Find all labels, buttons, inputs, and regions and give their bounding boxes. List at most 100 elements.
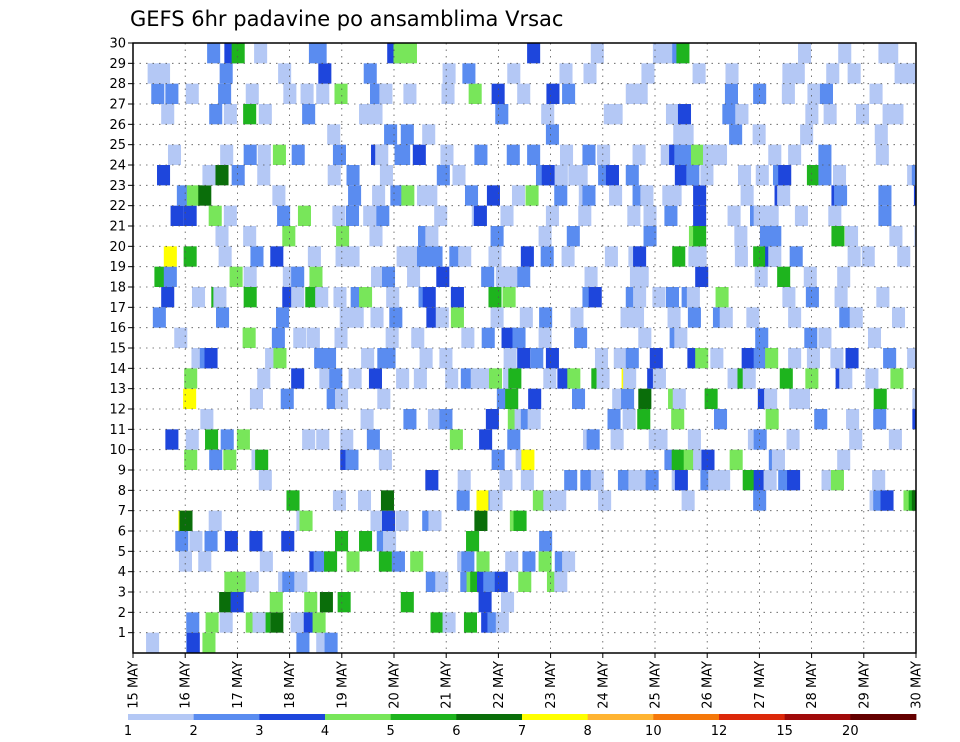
precip-cell xyxy=(428,510,442,531)
precip-cell xyxy=(693,226,707,247)
precip-cell xyxy=(889,226,903,247)
precip-cell xyxy=(725,63,739,84)
precip-cell xyxy=(215,226,229,247)
precip-cell xyxy=(359,104,373,125)
precip-cell xyxy=(327,165,341,186)
precip-cell xyxy=(249,531,263,552)
precip-cell xyxy=(464,185,479,206)
precip-cell xyxy=(545,124,559,145)
colorbar-swatch xyxy=(719,714,786,720)
chart-title: GEFS 6hr padavine po ansamblima Vrsac xyxy=(130,7,563,31)
precip-cell xyxy=(906,63,916,84)
precip-cell xyxy=(401,185,415,206)
precip-cell xyxy=(604,246,618,267)
precip-cell xyxy=(380,490,394,511)
precip-cell xyxy=(791,63,805,84)
precip-cell xyxy=(297,205,311,226)
precip-cell xyxy=(280,388,294,409)
precip-cell xyxy=(640,185,654,206)
precip-cell xyxy=(323,348,337,369)
colorbar-label: 8 xyxy=(584,724,592,739)
precip-cell xyxy=(800,124,814,145)
precip-cell xyxy=(174,327,188,348)
precip-cell xyxy=(370,307,384,328)
precip-cell xyxy=(554,571,568,592)
y-tick-label: 12 xyxy=(109,403,126,418)
precip-cell xyxy=(198,551,212,572)
precip-cell xyxy=(865,368,879,389)
x-tick-label: 28 MAY xyxy=(805,661,820,709)
precip-cell xyxy=(157,63,171,84)
precip-cell xyxy=(590,43,604,64)
precip-cell xyxy=(753,205,767,226)
precip-cell xyxy=(834,287,848,308)
y-tick-label: 16 xyxy=(109,321,126,336)
precip-cell xyxy=(396,246,410,267)
precip-cell xyxy=(371,266,385,287)
precip-cell xyxy=(397,144,411,165)
x-tick-label: 30 MAY xyxy=(910,661,925,709)
precip-cell xyxy=(807,83,821,104)
precip-cell xyxy=(512,327,526,348)
precip-cell xyxy=(541,165,555,186)
precip-cell xyxy=(259,551,273,572)
precip-cell xyxy=(826,63,840,84)
colorbar-swatch xyxy=(784,714,851,720)
precip-cell xyxy=(490,226,504,247)
x-tick-label: 23 MAY xyxy=(544,661,559,709)
precip-cell xyxy=(753,83,767,104)
precip-cell xyxy=(167,144,182,165)
precip-cell xyxy=(590,470,604,491)
precip-cell xyxy=(220,144,234,165)
precip-cell xyxy=(163,246,177,267)
precip-cell xyxy=(874,124,888,145)
precip-cell xyxy=(307,246,321,267)
precip-cell xyxy=(224,531,238,552)
precip-cell xyxy=(332,144,346,165)
precip-cell xyxy=(715,287,729,308)
precip-cell xyxy=(692,63,706,84)
precip-cell xyxy=(672,388,686,409)
precip-cell xyxy=(216,307,230,328)
precip-cell xyxy=(335,388,349,409)
precip-cell xyxy=(823,104,837,125)
precip-cell xyxy=(582,185,596,206)
y-tick-label: 20 xyxy=(109,240,126,255)
x-tick-label: 26 MAY xyxy=(701,661,716,709)
precip-cell xyxy=(681,144,695,165)
y-tick-label: 7 xyxy=(118,504,126,519)
precip-cell xyxy=(400,592,414,613)
precip-cell xyxy=(525,185,539,206)
precip-cell xyxy=(293,327,307,348)
precip-cell xyxy=(713,409,728,430)
precip-cell xyxy=(486,185,500,206)
colorbar-swatch xyxy=(456,714,523,720)
precip-cell xyxy=(489,368,503,389)
precip-cell xyxy=(839,368,853,389)
precip-cell xyxy=(296,632,310,653)
precip-cell xyxy=(768,246,782,267)
precip-cell xyxy=(363,63,377,84)
x-tick-label: 29 MAY xyxy=(857,661,872,709)
x-tick-label: 17 MAY xyxy=(231,661,246,709)
precip-cell xyxy=(729,124,743,145)
precip-cell xyxy=(476,490,490,511)
precip-cell xyxy=(845,226,859,247)
precip-cell xyxy=(269,592,283,613)
y-tick-label: 27 xyxy=(109,98,126,113)
precip-cell xyxy=(205,429,219,450)
precip-cell xyxy=(598,490,612,511)
precip-cell xyxy=(517,83,531,104)
precip-cell xyxy=(329,368,343,389)
precip-cell xyxy=(831,226,845,247)
y-axis: 1234567891011121314151617181920212223242… xyxy=(109,37,133,641)
colorbar-label: 10 xyxy=(645,724,662,739)
y-tick-label: 28 xyxy=(109,77,126,92)
precip-cell xyxy=(208,510,222,531)
precip-cell xyxy=(754,266,768,287)
precip-cell xyxy=(583,63,597,84)
y-tick-label: 13 xyxy=(109,382,126,397)
precip-cell xyxy=(161,287,175,308)
precip-cell xyxy=(803,266,817,287)
precip-cell xyxy=(584,266,598,287)
